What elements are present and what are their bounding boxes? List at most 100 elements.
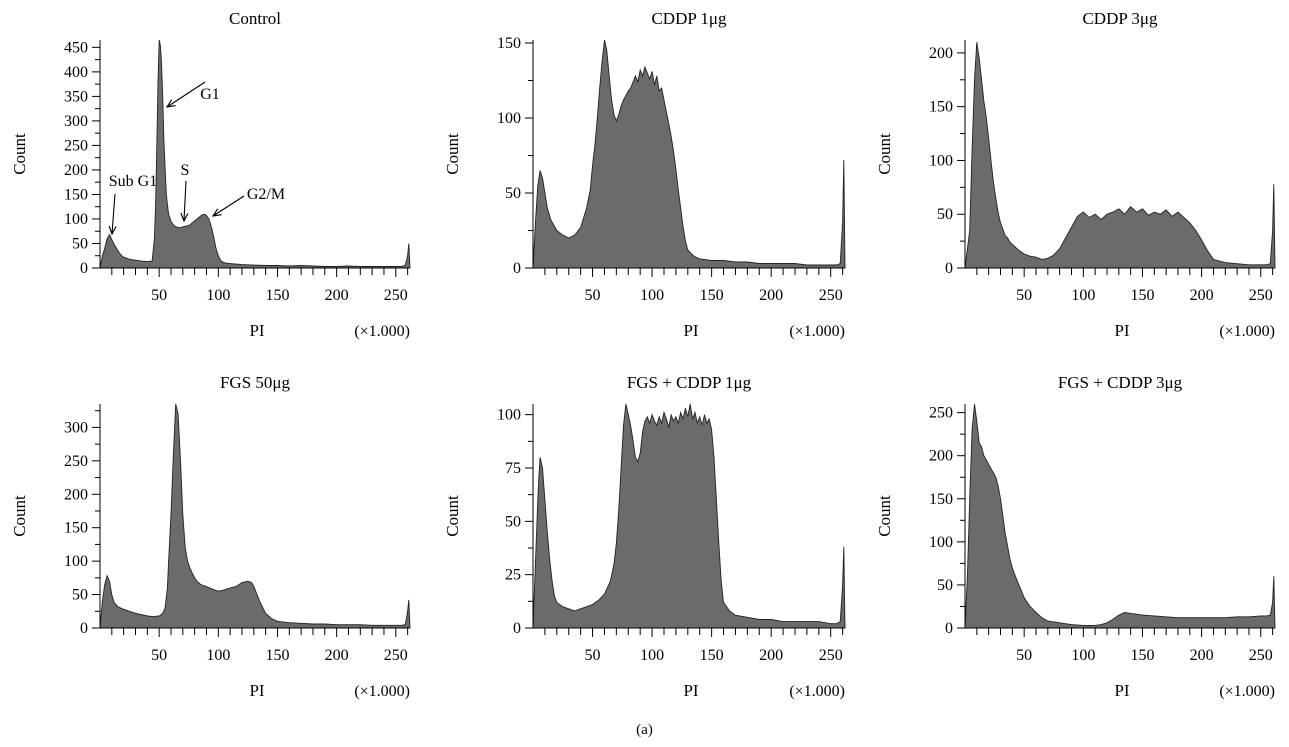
x-tick-label: 50 — [151, 287, 167, 304]
x-tick-label: 150 — [700, 647, 724, 664]
y-tick-label: 200 — [64, 162, 88, 179]
x-tick-label: 100 — [1071, 647, 1095, 664]
x-tick-label: 250 — [1249, 287, 1273, 304]
y-tick-label: 250 — [64, 137, 88, 154]
y-tick-label: 0 — [80, 620, 88, 637]
histogram-area — [964, 403, 1276, 629]
annotation-s: S — [181, 162, 190, 221]
y-tick-label: 50 — [72, 235, 88, 252]
annotation-g1: G1 — [167, 81, 220, 107]
x-tick-label: 200 — [325, 647, 349, 664]
x-tick-label: 200 — [759, 287, 783, 304]
x-tick-label: 150 — [265, 287, 289, 304]
x-tick-label: 250 — [384, 287, 408, 304]
x-tick-label: 200 — [759, 647, 783, 664]
annotation-label: Sub G1 — [109, 173, 157, 190]
histogram-area — [99, 39, 411, 269]
y-tick-label: 150 — [929, 491, 953, 508]
y-tick-label: 50 — [72, 587, 88, 604]
y-tick-label: 0 — [80, 260, 88, 277]
histogram-area — [964, 42, 1276, 269]
y-tick-label: 100 — [497, 110, 521, 127]
x-tick-label: 200 — [1190, 647, 1214, 664]
y-tick-label: 0 — [513, 620, 521, 637]
histogram-panel-6: 50 100 150 200 250 0 50 100 150 200 250 FGS + CDDP … — [875, 373, 1276, 700]
x-tick-label: 50 — [151, 647, 167, 664]
y-axis-label: Count — [443, 495, 462, 537]
y-tick-label: 75 — [505, 460, 521, 477]
x-axis-label: PI — [683, 681, 698, 700]
y-tick-label: 250 — [929, 405, 953, 422]
panel-title: CDDP 3μg — [1082, 9, 1158, 28]
x-tick-label: 250 — [819, 287, 843, 304]
x-tick-label: 200 — [1190, 287, 1214, 304]
y-tick-label: 25 — [505, 567, 521, 584]
x-tick-label: 150 — [1130, 647, 1154, 664]
y-tick-label: 200 — [929, 448, 953, 465]
x-tick-label: 50 — [1016, 287, 1032, 304]
y-tick-label: 200 — [64, 486, 88, 503]
y-tick-label: 50 — [505, 513, 521, 530]
y-axis-label: Count — [875, 495, 894, 537]
x-axis-label: PI — [683, 321, 698, 340]
x-scale-note: (×1.000) — [1219, 323, 1275, 340]
annotation-arrow — [213, 195, 245, 216]
x-tick-label: 250 — [384, 647, 408, 664]
x-axis-label: PI — [1114, 681, 1129, 700]
y-tick-label: 450 — [64, 39, 88, 56]
y-axis-label: Count — [10, 495, 29, 537]
panel-title: CDDP 1μg — [651, 9, 727, 28]
annotation-g2-m: G2/M — [213, 186, 285, 216]
y-tick-label: 0 — [945, 260, 953, 277]
histogram-panel-1: 50 100 150 200 250 0 50 100 150 200 250 300 350 400 45… — [10, 9, 411, 340]
y-tick-label: 100 — [497, 407, 521, 424]
y-tick-label: 0 — [945, 620, 953, 637]
x-tick-label: 100 — [640, 287, 664, 304]
y-tick-label: 300 — [64, 419, 88, 436]
histogram-panel-2: 50 100 150 200 250 0 50 100 150 CDDP 1μg Count PI (×… — [443, 9, 846, 340]
histogram-area — [99, 403, 411, 629]
panel-title: FGS + CDDP 3μg — [1058, 373, 1183, 392]
x-tick-label: 150 — [1130, 287, 1154, 304]
annotation-label: G2/M — [247, 186, 285, 203]
histogram-area — [532, 403, 846, 629]
x-scale-note: (×1.000) — [789, 683, 845, 700]
annotation-sub-g1: Sub G1 — [109, 173, 157, 234]
x-tick-label: 150 — [700, 287, 724, 304]
y-tick-label: 150 — [64, 520, 88, 537]
x-axis-label: PI — [249, 321, 264, 340]
annotation-label: G1 — [200, 86, 220, 103]
histogram-panel-5: 50 100 150 200 250 0 25 50 75 100 FGS + CDDP 1μg Co… — [443, 373, 846, 700]
y-tick-label: 0 — [513, 260, 521, 277]
y-tick-label: 50 — [505, 185, 521, 202]
histogram-panel-3: 50 100 150 200 250 0 50 100 150 200 CDDP 3μg Count P… — [875, 9, 1276, 340]
x-axis-label: PI — [1114, 321, 1129, 340]
figure-label: (a) — [636, 722, 653, 738]
y-tick-label: 100 — [929, 152, 953, 169]
annotation-arrow — [112, 193, 115, 234]
x-tick-label: 250 — [1249, 647, 1273, 664]
x-tick-label: 100 — [640, 647, 664, 664]
y-tick-label: 300 — [64, 113, 88, 130]
panel-title: Control — [229, 9, 281, 28]
y-tick-label: 250 — [64, 453, 88, 470]
y-axis-label: Count — [875, 133, 894, 175]
x-tick-label: 200 — [325, 287, 349, 304]
x-tick-label: 100 — [206, 287, 230, 304]
y-tick-label: 150 — [64, 186, 88, 203]
x-tick-label: 50 — [585, 647, 601, 664]
x-scale-note: (×1.000) — [789, 323, 845, 340]
x-tick-label: 50 — [1016, 647, 1032, 664]
annotation-label: S — [181, 162, 190, 179]
y-axis-label: Count — [443, 133, 462, 175]
histogram-area — [532, 39, 846, 269]
x-tick-label: 100 — [1071, 287, 1095, 304]
panel-title: FGS + CDDP 1μg — [627, 373, 752, 392]
y-tick-label: 50 — [937, 206, 953, 223]
y-tick-label: 150 — [929, 99, 953, 116]
x-axis-label: PI — [249, 681, 264, 700]
x-scale-note: (×1.000) — [1219, 683, 1275, 700]
x-tick-label: 250 — [819, 647, 843, 664]
x-scale-note: (×1.000) — [354, 683, 410, 700]
y-tick-label: 200 — [929, 45, 953, 62]
